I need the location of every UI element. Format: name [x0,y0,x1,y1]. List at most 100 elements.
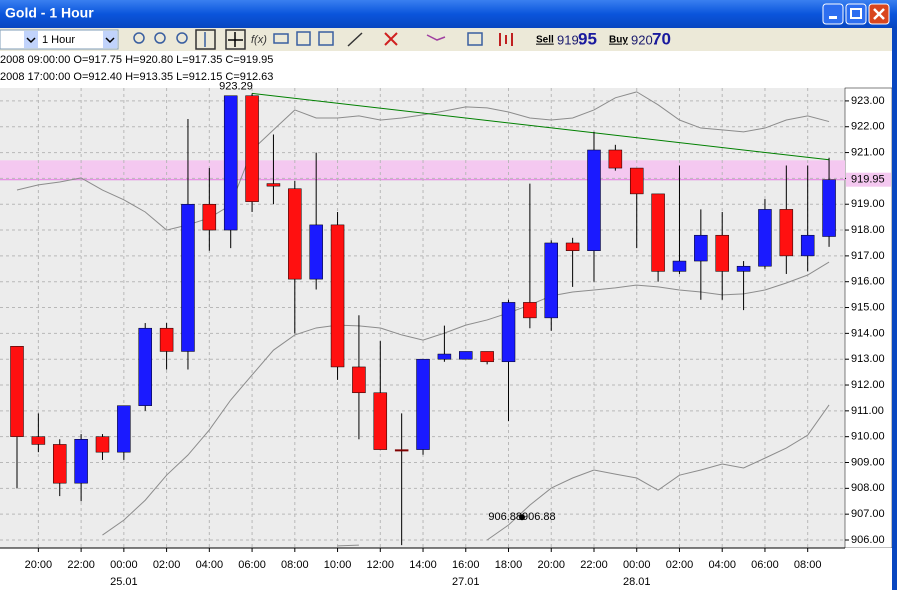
time-axis [0,548,892,590]
y-tick-label: 912.00 [851,379,885,391]
candle-body [394,449,409,452]
low-marker: 906.88 [488,511,522,523]
candle-body [52,444,67,484]
candle-body [715,234,729,272]
window-title: Gold - 1 Hour [5,5,94,21]
delete-icon[interactable] [384,32,398,46]
x-tick-label: 18:00 [495,559,523,571]
candle-body [758,209,772,267]
y-tick-label: 916.00 [851,276,885,288]
x-tick-label: 04:00 [708,559,736,571]
properties-icon[interactable] [467,32,483,46]
candle-body [309,224,323,280]
candle-body [501,302,516,363]
title-bar [0,0,897,28]
high-marker: 923.29 [219,80,253,92]
candle-body [523,302,537,319]
save-icon[interactable] [296,31,311,46]
candle-body [437,353,452,360]
y-tick-label: 910.00 [851,431,885,443]
candle-body [373,392,388,450]
cursor-button[interactable] [195,29,216,50]
sell-label[interactable]: Sell [536,35,554,46]
info-line: 2008 17:00:00 O=912.40 H=913.35 L=912.15… [0,71,273,83]
candle-body [800,234,815,257]
price-axis [844,87,893,549]
dropdown-arrow[interactable] [24,31,38,48]
x-tick-label: 20:00 [537,559,565,571]
date-label: 28.01 [623,576,651,588]
y-tick-label: 907.00 [851,508,885,520]
candle-body [223,95,238,231]
zoom-out-icon[interactable] [154,32,166,44]
x-tick-label: 00:00 [623,559,651,571]
line-tool-icon[interactable] [347,32,363,47]
y-tick-label: 914.00 [851,327,885,339]
crosshair-button[interactable] [225,29,246,50]
candle-body [736,265,751,272]
x-tick-label: 02:00 [666,559,694,571]
candle-body [74,439,88,484]
candle-body [330,224,345,368]
minimize-button[interactable] [822,3,844,25]
crosshair-icon [228,32,243,47]
candle-body [779,209,794,257]
chart-type-icon[interactable] [499,33,513,46]
x-tick-label: 14:00 [409,559,437,571]
info-line: 2008 09:00:00 O=917.75 H=920.80 L=917.35… [0,54,273,66]
x-tick-label: 02:00 [153,559,181,571]
sell-price[interactable]: 919. [557,32,582,47]
candle-body [245,95,259,202]
y-tick-label: 919.00 [851,198,885,210]
x-tick-label: 04:00 [196,559,224,571]
table-icon[interactable] [318,31,334,46]
minimize-icon [829,16,837,19]
zoom-in-icon[interactable] [133,32,145,44]
y-tick-label: 918.00 [851,224,885,236]
timeframe-label: 1 Hour [42,34,75,46]
candle-body [608,149,623,169]
x-tick-label: 10:00 [324,559,352,571]
candle-body [565,242,580,251]
low-marker: 906.88 [522,511,556,523]
buy-label[interactable]: Buy [609,35,628,46]
date-label: 27.01 [452,576,480,588]
current-price-tag [846,172,891,187]
x-tick-label: 06:00 [238,559,266,571]
x-tick-label: 22:00 [580,559,608,571]
plot-area [0,88,845,548]
x-tick-label: 08:00 [794,559,822,571]
y-tick-label: 922.00 [851,121,885,133]
x-tick-label: 20:00 [25,559,53,571]
band-line [337,404,830,547]
objects-icon[interactable] [426,34,446,41]
y-tick-label: 906.00 [851,534,885,546]
y-tick-label: 913.00 [851,353,885,365]
dropdown-arrow[interactable] [103,31,117,48]
candle-body [266,183,281,187]
candle-body [288,188,302,280]
fx-icon[interactable]: f(x) [251,34,267,46]
x-tick-label: 16:00 [452,559,480,571]
candle-body [587,149,601,251]
window-buttons[interactable] [822,3,890,25]
candle-body [138,327,152,406]
zoom-icon[interactable] [176,32,188,44]
candle-body [629,167,644,195]
x-tick-label: 12:00 [367,559,395,571]
y-tick-label: 915.00 [851,301,885,313]
candle-body [352,366,366,394]
y-tick-label: 917.00 [851,250,885,262]
low-marker-dot [519,514,525,521]
toolbar-icons[interactable]: f(x) [133,29,513,50]
buy-price[interactable]: 920. [631,32,656,47]
candle-body [117,405,131,453]
buy-price-pips[interactable]: 70 [652,29,671,48]
arrow-icon [26,37,115,44]
candle-body [694,234,708,262]
y-tick-label: 923.00 [851,95,885,107]
maximize-button[interactable] [845,3,867,25]
sell-price-pips[interactable]: 95 [578,29,597,48]
print-icon[interactable] [273,33,289,44]
